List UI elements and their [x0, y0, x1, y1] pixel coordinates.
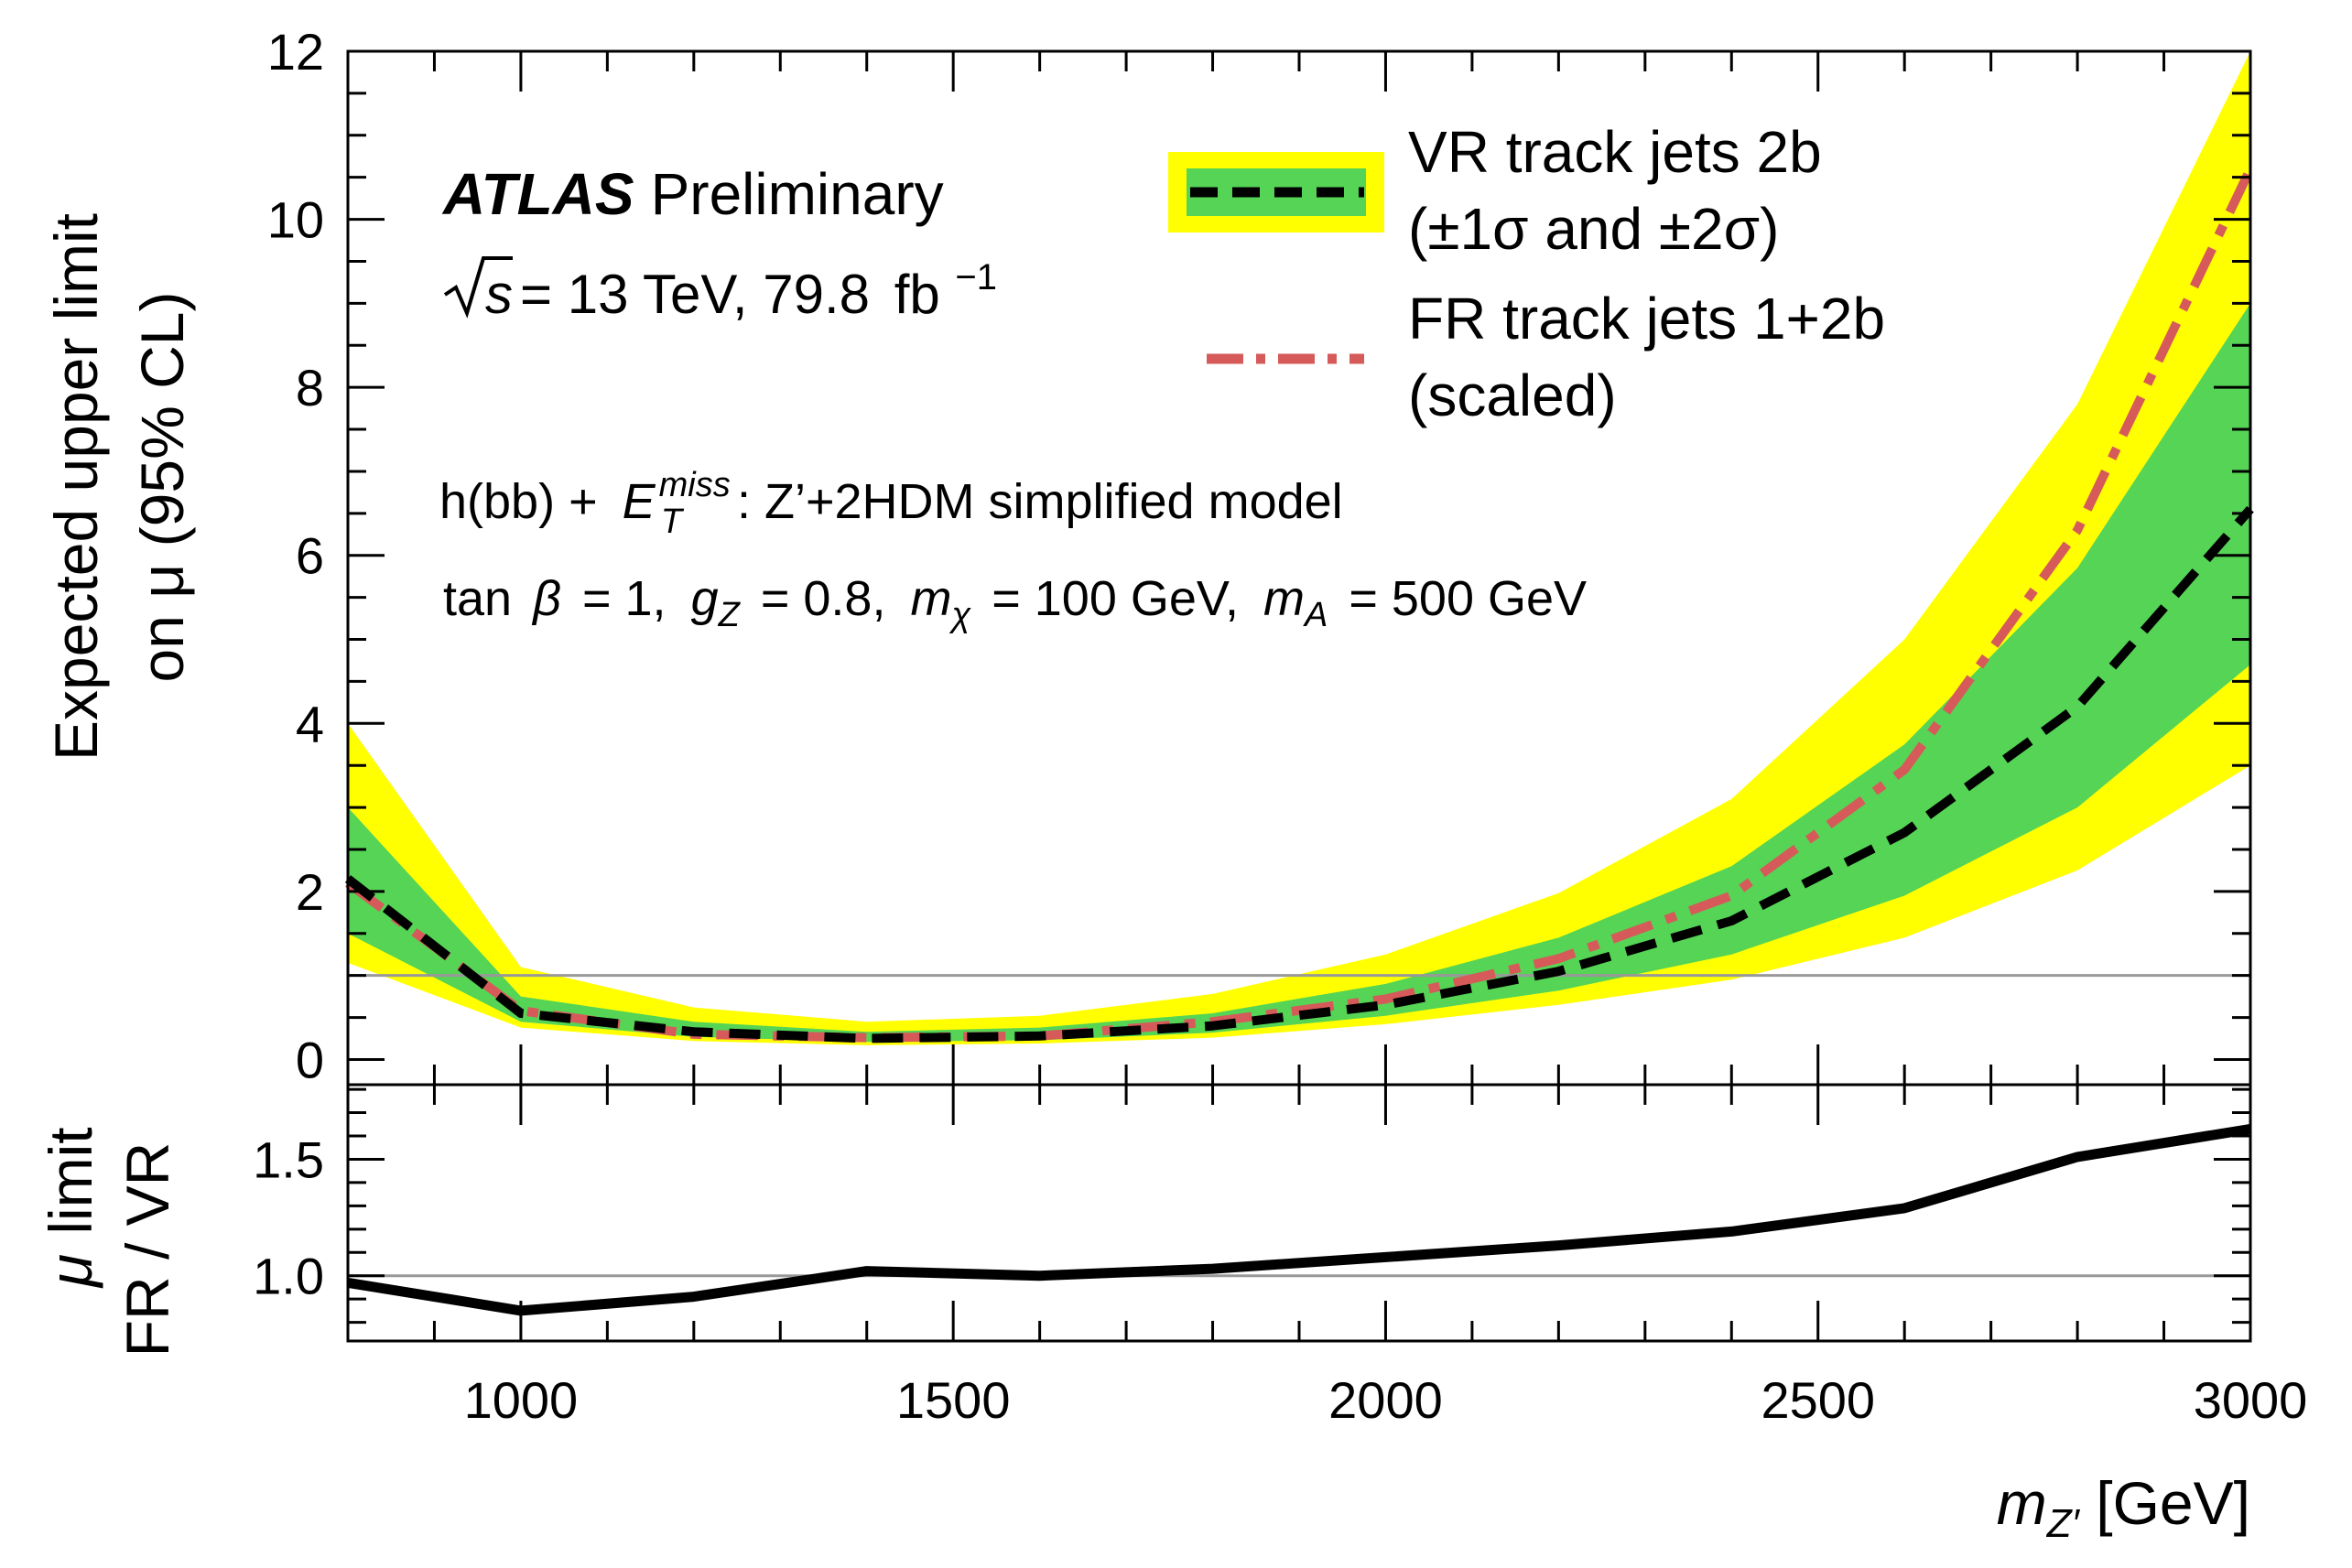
params-1: = 1,	[582, 571, 667, 626]
ratio-axes: 1000 1500 2000 2500 3000 1.0 1.5	[253, 1083, 2308, 1429]
ratio-series-line	[347, 1123, 2251, 1316]
lumi-unit: fb	[894, 264, 940, 325]
params-2: = 0.8,	[761, 571, 886, 626]
main-ytick-label: 12	[267, 23, 324, 81]
legend: VR track jets 2b (±1σ and ±2σ) FR track …	[1168, 119, 1885, 428]
main-ylabel-line1: Expected upper limit	[42, 213, 110, 761]
lumi-exp: −1	[955, 257, 997, 297]
legend-label-fr-line2: (scaled)	[1408, 362, 1617, 428]
ratio-ylabel-line2: FR / VR	[114, 1142, 181, 1357]
params-label: tan β = 1, gZ = 0.8, mχ = 100 GeV, mA = …	[443, 571, 1587, 637]
band-2sigma	[348, 51, 2250, 1045]
ratio-ylabel-line1: limit	[37, 1127, 104, 1234]
main-uncertainty-bands	[348, 51, 2250, 1045]
legend-entry-fr: FR track jets 1+2b (scaled)	[1207, 286, 1885, 428]
energy-text: = 13 TeV, 79.8	[520, 264, 870, 325]
ratio-ylabel-mu: μ	[37, 1254, 104, 1289]
params-4: = 500 GeV	[1349, 571, 1587, 626]
main-ytick-label: 6	[296, 527, 324, 585]
params-3: = 100 GeV,	[992, 571, 1239, 626]
ratio-ytick-label: 1.0	[253, 1248, 324, 1305]
legend-label-vr-line2: (±1σ and ±2σ)	[1408, 196, 1779, 262]
model-post: : Z’+2HDM simplified model	[737, 474, 1343, 529]
band-1sigma	[348, 303, 2250, 1043]
main-ytick-label: 2	[296, 863, 324, 921]
xtick-label: 2000	[1328, 1371, 1443, 1429]
xtick-label: 1500	[896, 1371, 1011, 1429]
svg-text:s: s	[485, 264, 513, 325]
energy-lumi-label: s = 13 TeV, 79.8 fb −1	[443, 256, 997, 325]
xlabel-unit: [GeV]	[2096, 1469, 2250, 1537]
main-series-lines	[344, 167, 2255, 1044]
main-ytick-label: 8	[296, 359, 324, 416]
met-sup: miss	[659, 466, 731, 504]
svg-text:= 13 TeV, 79.8 fb: = 13 TeV, 79.8 fb −1	[520, 257, 997, 325]
series-line-vr	[344, 505, 2254, 1044]
ratio-ytick-label: 1.5	[253, 1130, 324, 1188]
main-ytick-label: 0	[296, 1031, 324, 1088]
legend-entry-vr: VR track jets 2b (±1σ and ±2σ)	[1168, 119, 1822, 262]
preliminary-text: Preliminary	[651, 161, 944, 227]
legend-label-vr: VR track jets 2b	[1408, 119, 1822, 185]
model-pre: h(bb) +	[439, 474, 598, 529]
atlas-label: ATLAS Preliminary	[441, 161, 944, 227]
xlabel: mZ′ [GeV]	[1997, 1469, 2250, 1546]
xtick-label: 1000	[464, 1371, 579, 1429]
xtick-label: 3000	[2194, 1371, 2308, 1429]
params-tan: tan	[443, 571, 512, 626]
ratio-frame	[346, 1083, 2252, 1343]
main-ytick-label: 4	[296, 695, 324, 752]
main-ylabel-line2: on μ (95% CL)	[128, 292, 196, 683]
legend-label-fr: FR track jets 1+2b	[1408, 286, 1885, 351]
xtick-label: 2500	[1761, 1371, 1875, 1429]
main-ytick-label: 10	[267, 191, 324, 249]
ratio-series-lines	[347, 1123, 2251, 1316]
atlas-logo-text: ATLAS	[441, 161, 634, 227]
